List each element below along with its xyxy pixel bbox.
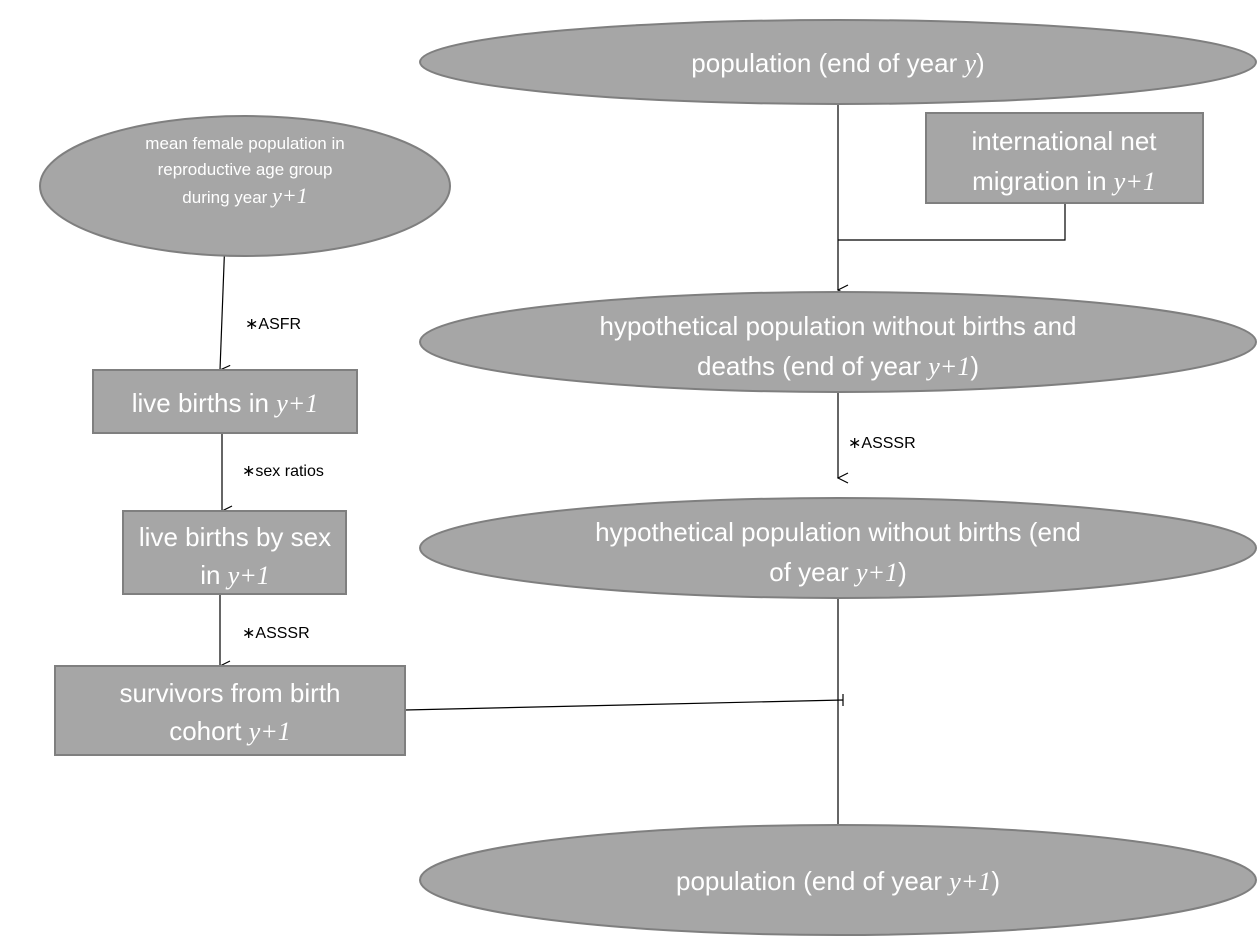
label-text: population (end of year (691, 48, 964, 78)
node-ellipse (419, 291, 1257, 393)
label-math: y (961, 49, 976, 78)
node-label: population (end of year y+1) (676, 866, 1000, 896)
label-text: mean female population in (145, 134, 344, 153)
label-math: y+1 (925, 352, 970, 381)
label-text: survivors from birth (119, 678, 340, 708)
node-label: international net (971, 126, 1157, 156)
node-ellipse (419, 19, 1257, 105)
node-label: hypothetical population without births (… (595, 517, 1081, 547)
node-label: during year y+1 (182, 183, 307, 208)
label-text: live births by sex (139, 522, 331, 552)
label-text: cohort (169, 716, 249, 746)
label-math: y+1 (1111, 167, 1156, 196)
node-ellipse (419, 824, 1257, 936)
node-label: in y+1 (200, 560, 270, 590)
node-label: mean female population in (145, 134, 344, 153)
label-math: y+1 (853, 558, 898, 587)
edge-label: ∗sex ratios (242, 463, 324, 480)
connector (838, 203, 1066, 241)
label-text: reproductive age group (158, 160, 333, 179)
node-ellipse (39, 115, 451, 257)
label-math: y+1 (270, 183, 308, 208)
label-text: ) (991, 866, 1000, 896)
node-label: survivors from birth (119, 678, 340, 708)
label-text: live births in (132, 388, 277, 418)
node-label: population (end of year y) (691, 48, 984, 78)
node-ellipse (419, 497, 1257, 599)
edge-label: ∗ASFR (245, 316, 301, 333)
label-text: hypothetical population without births (… (595, 517, 1081, 547)
node-label: deaths (end of year y+1) (697, 351, 979, 381)
label-text: in (200, 560, 227, 590)
node-label: cohort y+1 (169, 716, 291, 746)
label-math: y+1 (946, 867, 991, 896)
label-text: migration in (972, 166, 1114, 196)
label-text: of year (769, 557, 856, 587)
label-math: y+1 (225, 561, 270, 590)
label-text: population (end of year (676, 866, 949, 896)
node-box (92, 369, 358, 434)
label-text: during year (182, 188, 272, 207)
label-text: international net (971, 126, 1157, 156)
edge-label: ∗ASSSR (242, 625, 310, 642)
node-box (122, 510, 347, 595)
node-box (925, 112, 1204, 204)
connector (404, 699, 844, 711)
label-text: ) (898, 557, 907, 587)
node-label: of year y+1) (769, 557, 906, 587)
node-label: migration in y+1 (972, 166, 1156, 196)
node-box (54, 665, 406, 756)
label-text: hypothetical population without births a… (600, 311, 1077, 341)
node-label: live births by sex (139, 522, 331, 552)
node-label: live births in y+1 (132, 388, 319, 418)
label-math: y+1 (273, 389, 318, 418)
label-math: y+1 (246, 717, 291, 746)
node-label: reproductive age group (158, 160, 333, 179)
label-text: ) (976, 48, 985, 78)
arrow (220, 237, 225, 370)
node-label: hypothetical population without births a… (600, 311, 1077, 341)
label-text: ) (970, 351, 979, 381)
edge-label: ∗ASSSR (848, 435, 916, 452)
label-text: deaths (end of year (697, 351, 928, 381)
